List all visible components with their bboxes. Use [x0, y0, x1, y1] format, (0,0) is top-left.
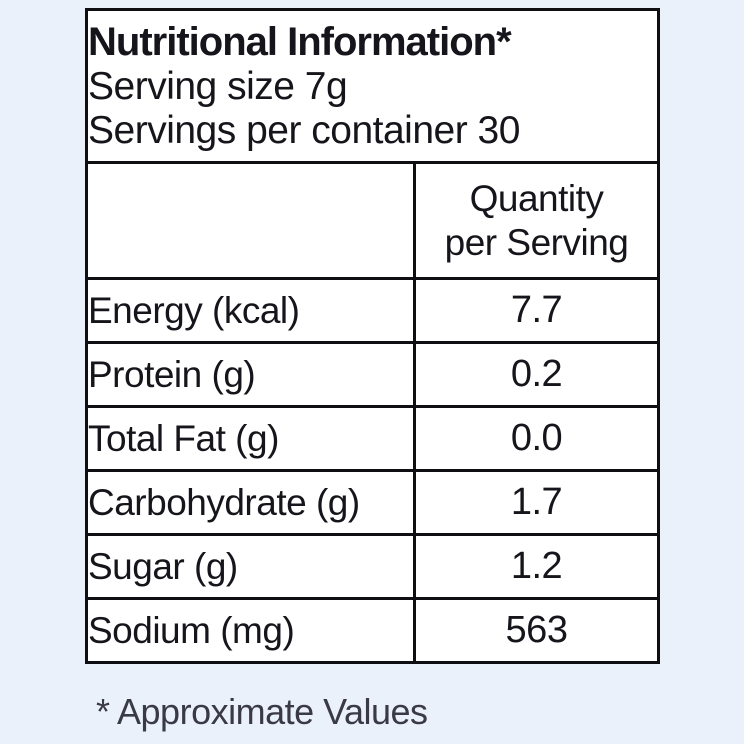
- nutrient-label-energy: Energy (kcal): [85, 277, 416, 344]
- column-header-row: Quantity per Serving: [85, 161, 660, 280]
- table-row: Total Fat (g) 0.0: [85, 405, 660, 472]
- nutrient-label-protein: Protein (g): [85, 341, 416, 408]
- nutrient-value-carbohydrate: 1.7: [413, 469, 660, 536]
- empty-header-cell: [85, 161, 416, 280]
- nutrient-label-sugar: Sugar (g): [85, 533, 416, 600]
- servings-per-container-line: Servings per container 30: [88, 109, 520, 152]
- table-row: Energy (kcal) 7.7: [85, 277, 660, 344]
- nutrition-title: Nutritional Information*: [88, 20, 512, 64]
- serving-size-line: Serving size 7g: [88, 65, 348, 108]
- title-row: Nutritional Information* Serving size 7g…: [85, 8, 660, 164]
- quantity-header-line2: per Serving: [444, 221, 629, 263]
- nutrient-value-energy: 7.7: [413, 277, 660, 344]
- nutrient-value-protein: 0.2: [413, 341, 660, 408]
- quantity-header-line1: Quantity: [469, 177, 604, 219]
- table-row: Carbohydrate (g) 1.7: [85, 469, 660, 536]
- nutrient-value-sodium: 563: [413, 597, 660, 664]
- title-block: Nutritional Information* Serving size 7g…: [85, 8, 660, 164]
- nutrient-value-total-fat: 0.0: [413, 405, 660, 472]
- table-row: Sodium (mg) 563: [85, 597, 660, 664]
- quantity-per-serving-header: Quantity per Serving: [413, 161, 660, 280]
- nutrient-label-carbohydrate: Carbohydrate (g): [85, 469, 416, 536]
- nutrient-label-total-fat: Total Fat (g): [85, 405, 416, 472]
- nutrient-value-sugar: 1.2: [413, 533, 660, 600]
- approximate-values-footnote: * Approximate Values: [96, 691, 428, 732]
- table-row: Sugar (g) 1.2: [85, 533, 660, 600]
- nutrition-facts-table: Nutritional Information* Serving size 7g…: [85, 8, 660, 664]
- table-row: Protein (g) 0.2: [85, 341, 660, 408]
- nutrient-label-sodium: Sodium (mg): [85, 597, 416, 664]
